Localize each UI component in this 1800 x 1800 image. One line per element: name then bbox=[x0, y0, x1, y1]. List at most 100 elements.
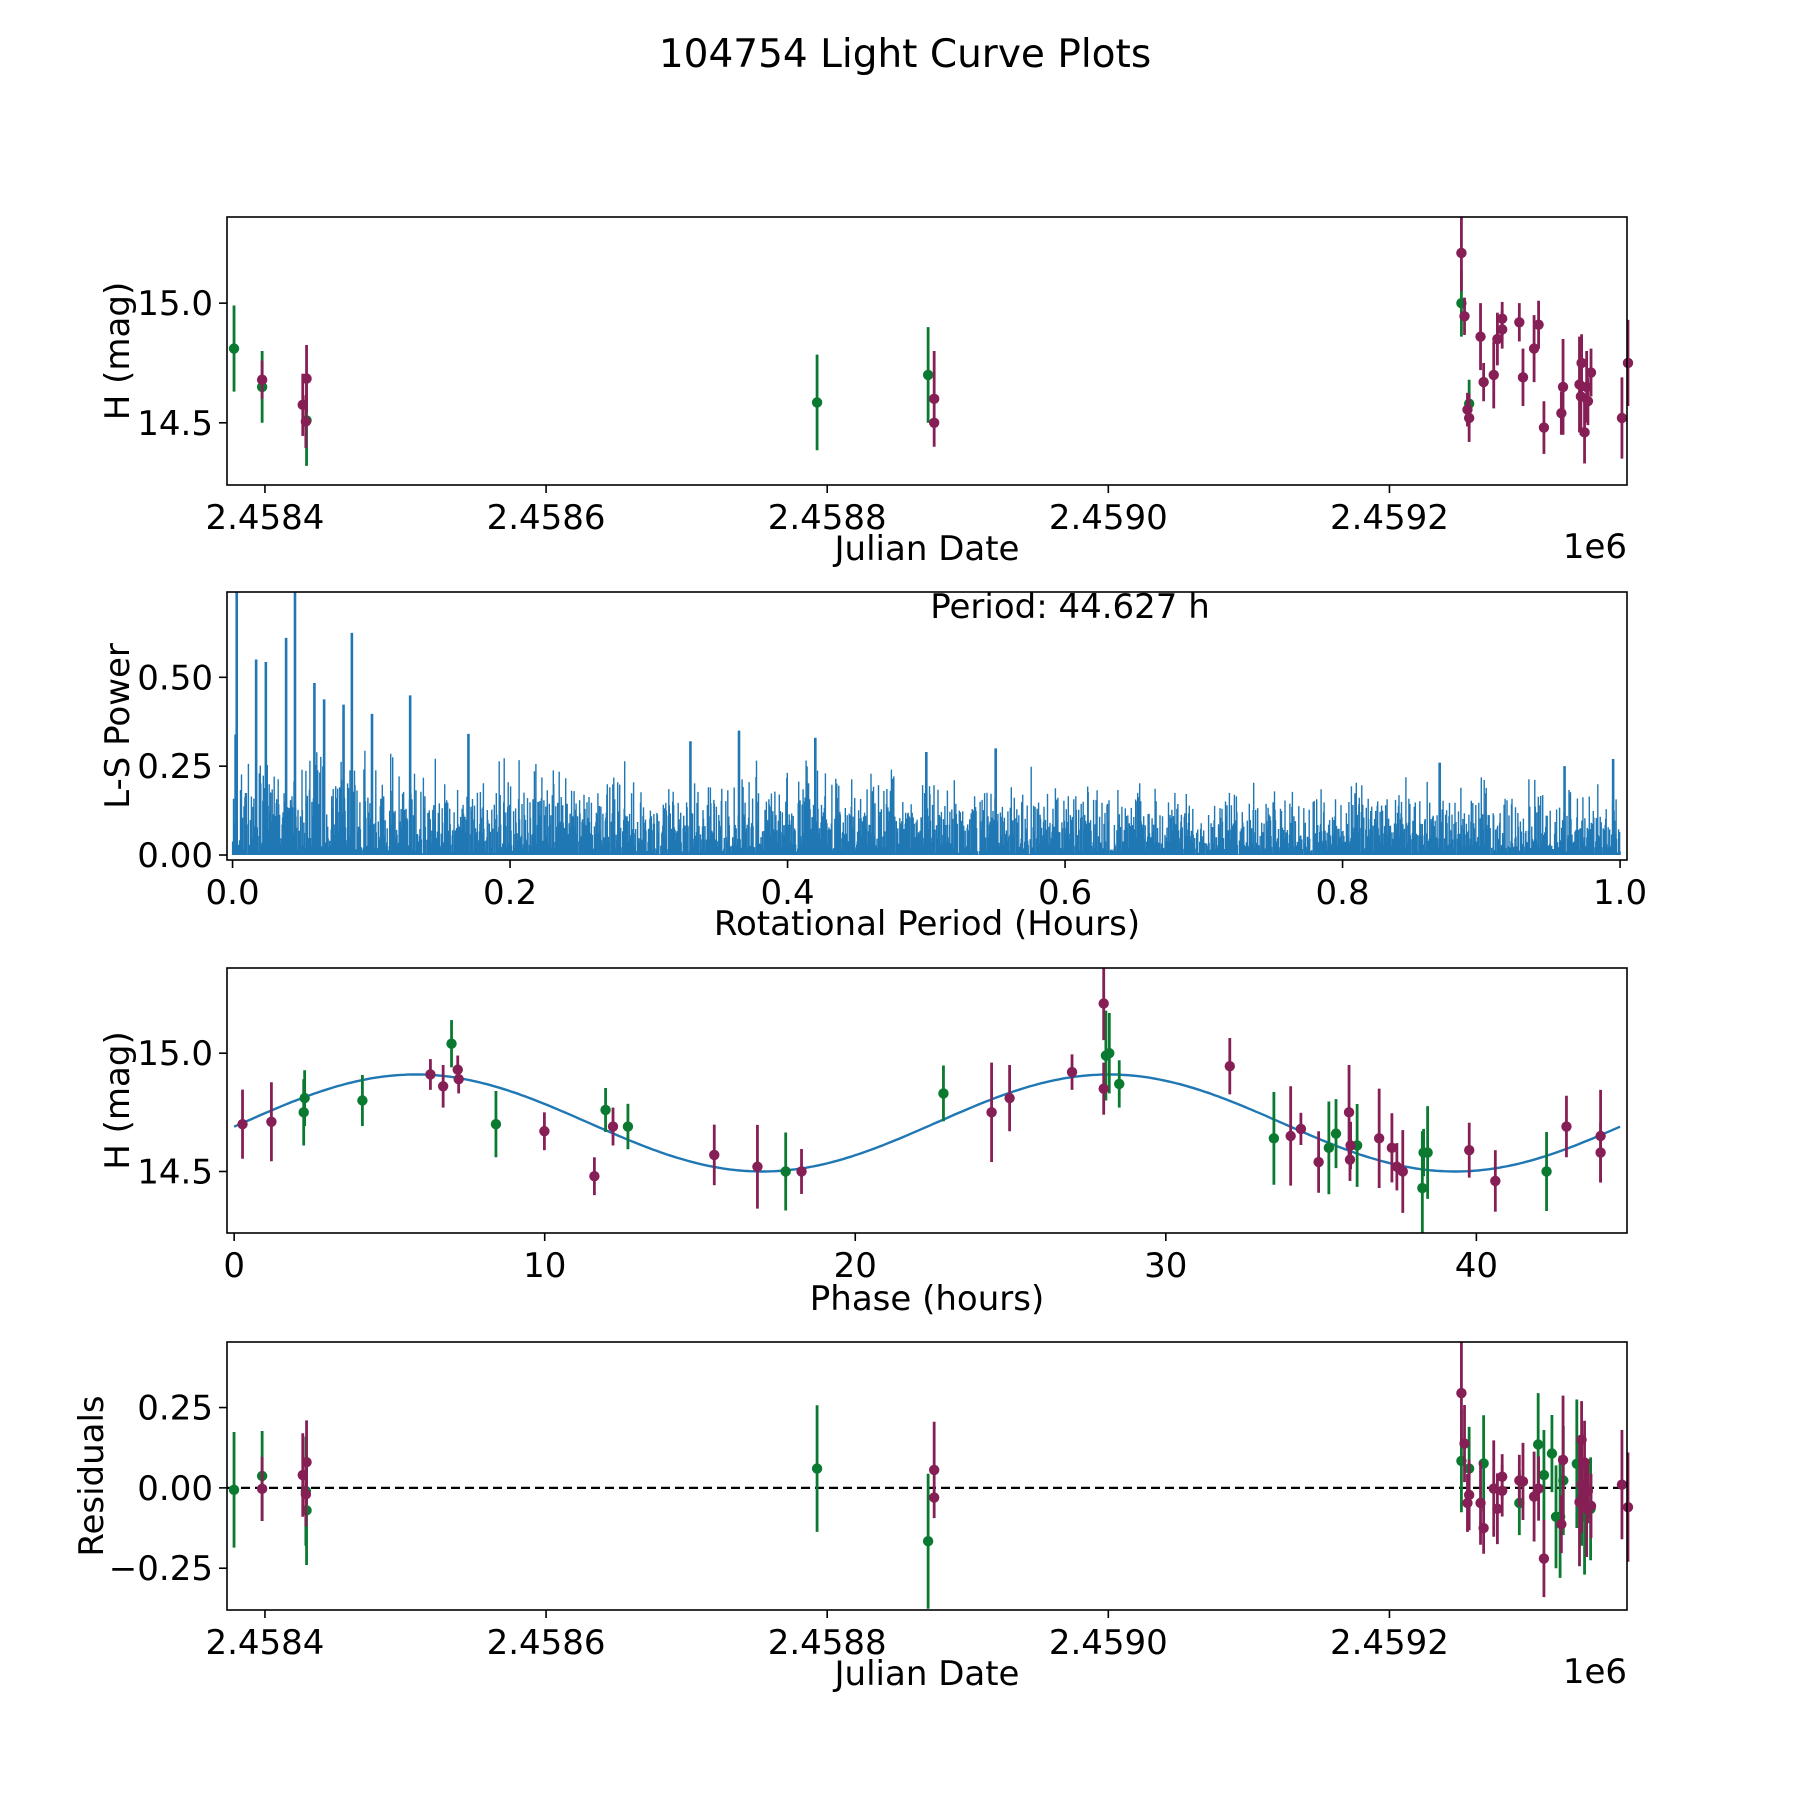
y-tick-label: 0.00 bbox=[137, 1469, 213, 1509]
data-marker bbox=[1098, 998, 1109, 1009]
data-point-band-b bbox=[266, 1082, 277, 1162]
data-marker bbox=[357, 1095, 368, 1106]
data-marker bbox=[1517, 372, 1529, 383]
data-marker bbox=[298, 1107, 309, 1118]
y-tick-label: 15.0 bbox=[137, 284, 213, 324]
data-marker bbox=[228, 1484, 240, 1496]
data-marker bbox=[1595, 1147, 1606, 1158]
data-marker bbox=[1098, 1083, 1109, 1094]
data-marker bbox=[1616, 1479, 1628, 1490]
x-tick-label: 20 bbox=[834, 1246, 877, 1286]
data-marker bbox=[1456, 1387, 1467, 1399]
data-marker bbox=[1114, 1078, 1125, 1090]
data-marker bbox=[1104, 1047, 1115, 1059]
data-point-band-b bbox=[1538, 1520, 1550, 1598]
data-marker bbox=[1538, 422, 1550, 433]
data-point-band-a bbox=[1422, 1106, 1433, 1199]
periodogram-marks bbox=[231, 592, 1621, 856]
data-marker bbox=[1224, 1060, 1235, 1072]
data-point-band-a bbox=[938, 1065, 949, 1122]
x-tick-label: 30 bbox=[1144, 1246, 1187, 1286]
data-marker bbox=[1556, 408, 1567, 419]
data-marker bbox=[922, 1536, 934, 1547]
data-point-band-b bbox=[1345, 1121, 1356, 1170]
x-tick-label: 0.8 bbox=[1316, 873, 1370, 913]
data-marker bbox=[1616, 412, 1628, 424]
residuals-marks bbox=[227, 1342, 1634, 1609]
phased-marks bbox=[233, 968, 1621, 1233]
data-marker bbox=[1528, 343, 1540, 354]
lightcurve-ylabel: H (mag) bbox=[98, 282, 138, 420]
data-marker bbox=[709, 1149, 720, 1161]
data-point-band-b bbox=[1616, 1430, 1628, 1540]
residuals-ylabel: Residuals bbox=[72, 1395, 112, 1556]
lightcurve-axes-frame bbox=[226, 216, 1628, 486]
x-tick-label: 2.4590 bbox=[1049, 1623, 1168, 1663]
data-marker bbox=[796, 1166, 807, 1177]
data-marker bbox=[1538, 1553, 1550, 1564]
y-tick-label: 0.00 bbox=[137, 836, 213, 876]
data-point-band-b bbox=[796, 1149, 807, 1194]
data-marker bbox=[228, 343, 240, 354]
lightcurve-marks bbox=[228, 217, 1634, 466]
data-marker bbox=[1478, 1522, 1489, 1534]
x-tick-label: 2.4588 bbox=[768, 498, 887, 538]
data-marker bbox=[1004, 1092, 1015, 1104]
data-marker bbox=[1492, 1503, 1503, 1514]
data-point-band-b bbox=[1397, 1130, 1408, 1213]
data-point-band-b bbox=[1098, 968, 1109, 1041]
data-marker bbox=[811, 397, 823, 408]
data-marker bbox=[1313, 1156, 1324, 1168]
data-point-band-b bbox=[1285, 1086, 1296, 1186]
data-marker bbox=[1490, 1175, 1501, 1187]
period-annotation: Period: 44.627 h bbox=[930, 587, 1210, 627]
data-point-band-b bbox=[1066, 1054, 1078, 1090]
data-point-band-b bbox=[1528, 1451, 1540, 1542]
x-tick-label: 2.4586 bbox=[487, 1623, 606, 1663]
data-point-band-a bbox=[357, 1074, 368, 1127]
phased-ticks: 0 10 20 30 40 14.5 15.0 bbox=[137, 1034, 1498, 1286]
data-marker bbox=[1475, 331, 1486, 342]
data-marker bbox=[1397, 1166, 1408, 1177]
data-marker bbox=[1464, 1144, 1475, 1156]
data-marker bbox=[600, 1104, 611, 1116]
residuals-xlabel: Julian Date bbox=[833, 1654, 1020, 1694]
periodogram-xlabel: Rotational Period (Hours) bbox=[714, 904, 1140, 944]
data-point-band-b bbox=[539, 1112, 550, 1151]
phased-axes-frame bbox=[226, 967, 1628, 1234]
data-marker bbox=[1488, 369, 1499, 381]
x-tick-label: 0.2 bbox=[483, 873, 537, 913]
data-point-band-b bbox=[237, 1089, 248, 1159]
data-marker bbox=[1463, 412, 1475, 424]
data-point-band-b bbox=[1533, 1456, 1544, 1521]
x-tick-label: 0 bbox=[223, 1246, 245, 1286]
x-tick-label: 2.4592 bbox=[1330, 498, 1449, 538]
data-point-band-b bbox=[709, 1124, 720, 1186]
periodogram-panel: 0.0 0.2 0.4 0.6 0.8 1.0 0.00 0.25 0.50 Period: 4… bbox=[98, 587, 1647, 944]
data-marker bbox=[1343, 1107, 1355, 1118]
data-point-band-b bbox=[1538, 401, 1550, 454]
data-marker bbox=[1561, 1121, 1572, 1132]
data-point-band-b bbox=[1582, 377, 1594, 426]
data-marker bbox=[589, 1171, 600, 1182]
periodogram-trace bbox=[231, 734, 1621, 855]
data-point-band-b bbox=[1224, 1038, 1235, 1095]
data-point-band-b bbox=[1561, 1095, 1572, 1158]
data-marker bbox=[1541, 1166, 1552, 1177]
data-point-band-b bbox=[928, 1492, 940, 1503]
y-tick-label: 14.5 bbox=[137, 1152, 213, 1192]
data-point-band-b bbox=[1557, 339, 1569, 435]
data-point-band-b bbox=[1585, 348, 1597, 397]
periodogram-ticks: 0.0 0.2 0.4 0.6 0.8 1.0 0.00 0.25 0.50 bbox=[137, 658, 1647, 913]
data-marker bbox=[1456, 247, 1467, 259]
data-point-band-a bbox=[490, 1091, 502, 1158]
data-marker bbox=[453, 1074, 464, 1085]
data-marker bbox=[1622, 357, 1634, 369]
data-point-band-b bbox=[1622, 1452, 1634, 1562]
phased-panel: 0 10 20 30 40 14.5 15.0 Phase (hours) H (mag) bbox=[98, 967, 1628, 1319]
data-marker bbox=[922, 369, 934, 381]
data-point-band-a bbox=[811, 354, 823, 451]
data-point-band-b bbox=[256, 1456, 268, 1521]
data-marker bbox=[266, 1116, 277, 1127]
data-point-band-a bbox=[228, 1431, 240, 1548]
